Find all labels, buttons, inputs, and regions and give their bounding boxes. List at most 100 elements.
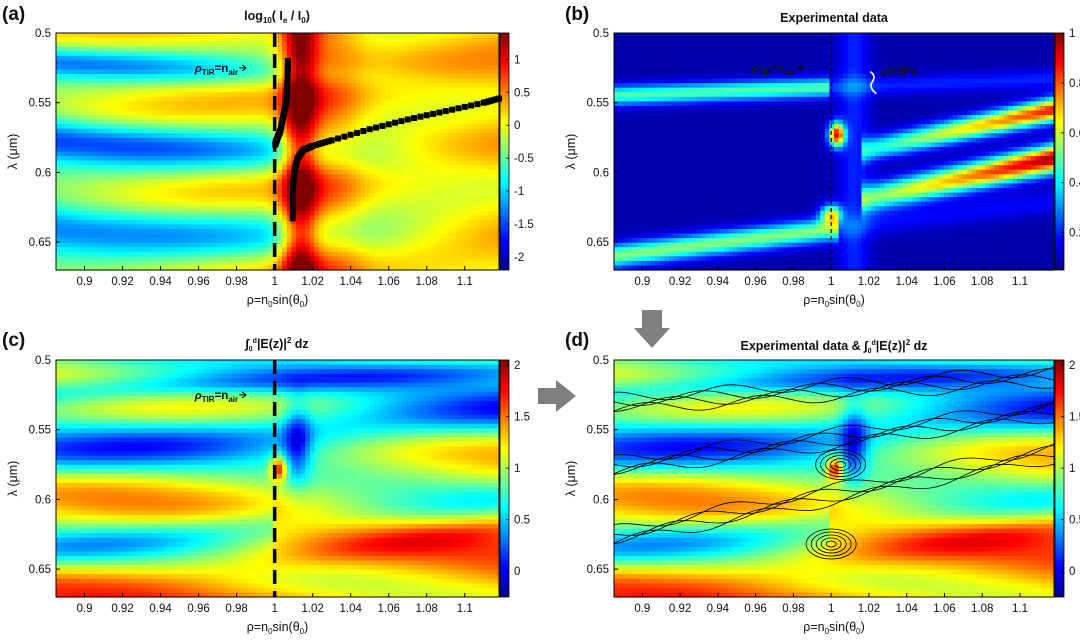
heatmap-cell bbox=[434, 69, 439, 74]
heatmap-cell bbox=[102, 47, 107, 52]
heatmap-cell bbox=[74, 33, 79, 38]
heatmap-cell bbox=[490, 179, 495, 184]
heatmap-cell bbox=[314, 170, 319, 175]
heatmap-cell bbox=[453, 165, 458, 170]
heatmap-cell bbox=[448, 51, 453, 56]
heatmap-cell bbox=[361, 56, 366, 61]
heatmap-cell bbox=[370, 179, 375, 184]
heatmap-cell bbox=[342, 174, 347, 179]
heatmap-cell bbox=[167, 174, 172, 179]
heatmap-cell bbox=[393, 129, 398, 134]
heatmap-cell bbox=[162, 147, 167, 152]
heatmap-cell bbox=[314, 69, 319, 74]
heatmap-cell bbox=[264, 142, 269, 147]
heatmap-cell bbox=[448, 97, 453, 102]
heatmap-cell bbox=[144, 42, 149, 47]
heatmap-cell bbox=[430, 65, 435, 70]
heatmap-cell bbox=[194, 106, 199, 111]
heatmap-cell bbox=[125, 65, 130, 70]
heatmap-cell bbox=[79, 79, 84, 84]
heatmap-cell bbox=[476, 88, 481, 93]
heatmap-cell bbox=[407, 174, 412, 179]
heatmap-cell bbox=[319, 120, 324, 125]
heatmap-cell bbox=[278, 42, 283, 47]
heatmap-cell bbox=[190, 33, 195, 38]
heatmap-cell bbox=[125, 142, 130, 147]
heatmap-cell bbox=[194, 174, 199, 179]
heatmap-cell bbox=[144, 147, 149, 152]
heatmap-cell bbox=[245, 115, 250, 120]
heatmap-cell bbox=[116, 60, 121, 65]
heatmap-cell bbox=[444, 147, 449, 152]
heatmap-cell bbox=[365, 174, 370, 179]
heatmap-cell bbox=[444, 51, 449, 56]
heatmap-cell bbox=[61, 88, 66, 93]
heatmap-cell bbox=[310, 156, 315, 161]
heatmap-cell bbox=[139, 56, 144, 61]
heatmap-cell bbox=[116, 165, 121, 170]
heatmap-cell bbox=[148, 92, 153, 97]
heatmap-cell bbox=[61, 38, 66, 43]
heatmap-cell bbox=[324, 133, 329, 138]
heatmap-cell bbox=[310, 92, 315, 97]
heatmap-cell bbox=[416, 101, 421, 106]
heatmap-cell bbox=[314, 115, 319, 120]
heatmap-cell bbox=[111, 179, 116, 184]
heatmap-cell bbox=[222, 106, 227, 111]
heatmap-cell bbox=[490, 133, 495, 138]
heatmap-cell bbox=[490, 65, 495, 70]
heatmap-cell bbox=[130, 106, 135, 111]
heatmap-cell bbox=[347, 179, 352, 184]
heatmap-cell bbox=[98, 33, 103, 38]
heatmap-cell bbox=[176, 124, 181, 129]
heatmap-cell bbox=[204, 156, 209, 161]
heatmap-cell bbox=[425, 42, 430, 47]
heatmap-cell bbox=[171, 174, 176, 179]
heatmap-cell bbox=[153, 170, 158, 175]
heatmap-cell bbox=[70, 183, 75, 188]
heatmap-cell bbox=[397, 60, 402, 65]
heatmap-cell bbox=[148, 115, 153, 120]
heatmap-cell bbox=[457, 183, 462, 188]
heatmap-cell bbox=[56, 133, 61, 138]
heatmap-cell bbox=[411, 74, 416, 79]
heatmap-cell bbox=[245, 69, 250, 74]
heatmap-cell bbox=[153, 42, 158, 47]
heatmap-cell bbox=[310, 106, 315, 111]
heatmap-cell bbox=[393, 97, 398, 102]
heatmap-cell bbox=[268, 33, 273, 38]
heatmap-cell bbox=[241, 38, 246, 43]
heatmap-cell bbox=[305, 65, 310, 70]
heatmap-cell bbox=[388, 133, 393, 138]
heatmap-cell bbox=[245, 147, 250, 152]
heatmap-cell bbox=[361, 120, 366, 125]
heatmap-cell bbox=[158, 97, 163, 102]
heatmap-cell bbox=[134, 83, 139, 88]
heatmap-cell bbox=[337, 101, 342, 106]
heatmap-cell bbox=[356, 33, 361, 38]
heatmap-cell bbox=[328, 83, 333, 88]
heatmap-cell bbox=[444, 188, 449, 193]
heatmap-cell bbox=[365, 188, 370, 193]
heatmap-cell bbox=[125, 110, 130, 115]
heatmap-cell bbox=[111, 165, 116, 170]
heatmap-cell bbox=[162, 174, 167, 179]
heatmap-cell bbox=[467, 142, 472, 147]
heatmap-cell bbox=[171, 165, 176, 170]
heatmap-cell bbox=[388, 138, 393, 143]
heatmap-cell bbox=[379, 133, 384, 138]
heatmap-cell bbox=[213, 97, 218, 102]
heatmap-cell bbox=[148, 33, 153, 38]
heatmap-cell bbox=[324, 101, 329, 106]
heatmap-cell bbox=[342, 110, 347, 115]
heatmap-cell bbox=[310, 124, 315, 129]
heatmap-cell bbox=[222, 193, 227, 198]
heatmap-cell bbox=[462, 42, 467, 47]
heatmap-cell bbox=[88, 115, 93, 120]
heatmap-cell bbox=[227, 110, 232, 115]
heatmap-cell bbox=[148, 69, 153, 74]
heatmap-cell bbox=[185, 60, 190, 65]
heatmap-cell bbox=[467, 124, 472, 129]
heatmap-cell bbox=[444, 60, 449, 65]
heatmap-cell bbox=[439, 147, 444, 152]
